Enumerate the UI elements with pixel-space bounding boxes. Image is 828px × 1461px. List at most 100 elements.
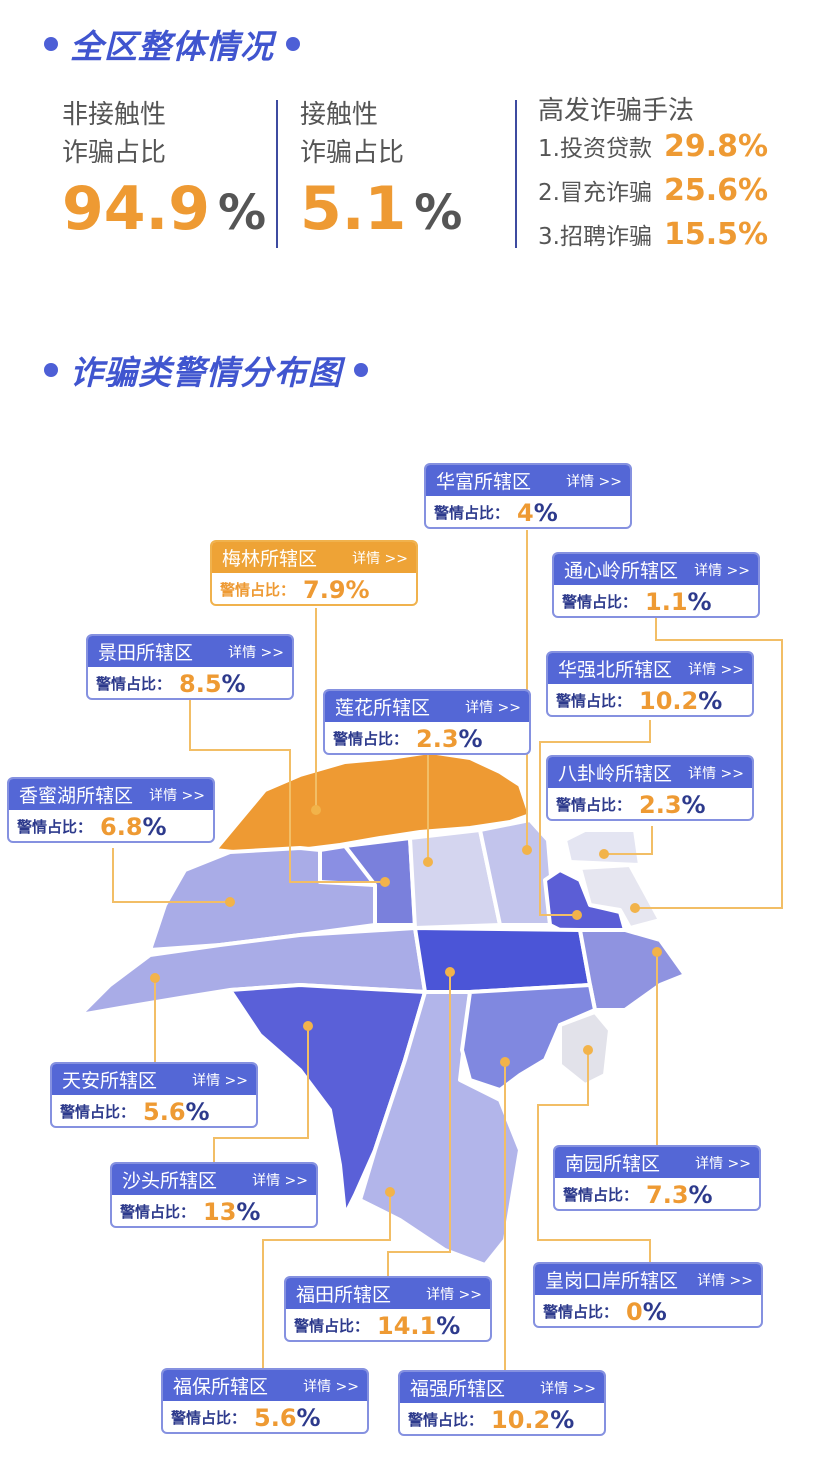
bullet-dot-icon <box>286 37 300 51</box>
detail-link[interactable]: 详情 >> <box>192 1072 248 1089</box>
district-card-huaqiangbei[interactable]: 华强北所辖区 详情 >> 警情占比： 10.2% <box>546 651 754 717</box>
district-card-shatou[interactable]: 沙头所辖区 详情 >> 警情占比： 13% <box>110 1162 318 1228</box>
non-contact-label: 非接触性 <box>62 100 167 130</box>
percent-sign: % <box>221 669 246 698</box>
marker-dot <box>150 973 160 983</box>
district-card-xiangmihu[interactable]: 香蜜湖所辖区 详情 >> 警情占比： 6.8% <box>7 777 215 843</box>
district-card-tianan[interactable]: 天安所辖区 详情 >> 警情占比： 5.6% <box>50 1062 258 1128</box>
non-contact-value: 94.9 <box>62 174 211 244</box>
marker-dot <box>630 903 640 913</box>
district-name: 梅林所辖区 <box>222 548 318 570</box>
district-card-bagualing[interactable]: 八卦岭所辖区 详情 >> 警情占比： 2.3% <box>546 755 754 821</box>
contact-unit: % <box>414 185 463 241</box>
marker-dot <box>385 1187 395 1197</box>
percent-sign: % <box>688 1180 713 1209</box>
detail-link[interactable]: 详情 >> <box>695 1155 751 1172</box>
section-title-map: 诈骗类警情分布图 <box>44 346 368 394</box>
method-value: 29.8% <box>663 129 769 164</box>
rate-label: 警情占比： <box>556 692 632 710</box>
detail-link[interactable]: 详情 >> <box>149 787 205 804</box>
district-name: 香蜜湖所辖区 <box>19 785 134 807</box>
rate-value: 2.3 <box>639 790 682 819</box>
district-name: 天安所辖区 <box>62 1070 158 1092</box>
rate-value: 5.6 <box>143 1097 186 1126</box>
detail-link[interactable]: 详情 >> <box>688 661 744 678</box>
marker-dot <box>583 1045 593 1055</box>
percent-sign: % <box>550 1405 575 1434</box>
non-contact-stat: 非接触性 诈骗占比 94.9% <box>62 96 266 244</box>
district-card-tongxinling[interactable]: 通心岭所辖区 详情 >> 警情占比： 1.1% <box>552 552 760 618</box>
bullet-dot-icon <box>44 37 58 51</box>
district-name: 八卦岭所辖区 <box>558 763 673 785</box>
bullet-dot-icon <box>354 363 368 377</box>
region-fuqiang <box>460 983 597 1092</box>
district-name: 福田所辖区 <box>296 1284 392 1306</box>
rate-label: 警情占比： <box>294 1317 370 1335</box>
district-card-fuqiang[interactable]: 福强所辖区 详情 >> 警情占比： 10.2% <box>398 1370 606 1436</box>
marker-dot <box>599 849 609 859</box>
rate-value: 2.3 <box>416 724 459 753</box>
district-card-meilin[interactable]: 梅林所辖区 详情 >> 警情占比： 7.9% <box>210 540 418 606</box>
district-card-jingtian[interactable]: 景田所辖区 详情 >> 警情占比： 8.5% <box>86 634 294 700</box>
non-contact-unit: % <box>218 185 267 241</box>
detail-link[interactable]: 详情 >> <box>252 1172 308 1189</box>
detail-link[interactable]: 详情 >> <box>540 1380 596 1397</box>
district-name: 通心岭所辖区 <box>564 560 679 582</box>
detail-link[interactable]: 详情 >> <box>352 550 408 567</box>
percent-sign: % <box>687 587 712 616</box>
percent-sign: % <box>698 686 723 715</box>
percent-sign: % <box>345 575 370 604</box>
district-name: 南园所辖区 <box>565 1153 661 1175</box>
divider <box>515 100 517 248</box>
rate-label: 警情占比： <box>434 504 510 522</box>
district-card-fubao[interactable]: 福保所辖区 详情 >> 警情占比： 5.6% <box>161 1368 369 1434</box>
district-name: 福强所辖区 <box>410 1378 506 1400</box>
region-fubao <box>358 990 522 1267</box>
rate-label: 警情占比： <box>333 730 409 748</box>
overall-title: 全区整体情况 <box>70 27 274 66</box>
rate-label: 警情占比： <box>543 1303 619 1321</box>
detail-link[interactable]: 详情 >> <box>688 765 744 782</box>
percent-sign: % <box>681 790 706 819</box>
marker-dot <box>652 947 662 957</box>
rate-value: 6.8 <box>100 812 143 841</box>
percent-sign: % <box>458 724 483 753</box>
rate-value: 13 <box>203 1197 237 1226</box>
percent-sign: % <box>436 1311 461 1340</box>
district-card-nanyuan[interactable]: 南园所辖区 详情 >> 警情占比： 7.3% <box>553 1145 761 1211</box>
rate-label: 警情占比： <box>17 818 93 836</box>
rate-label: 警情占比： <box>60 1103 136 1121</box>
method-name: 3.招聘诈骗 <box>538 224 652 250</box>
district-card-lianhua[interactable]: 莲花所辖区 详情 >> 警情占比： 2.3% <box>323 689 531 755</box>
rate-value: 7.9 <box>303 575 346 604</box>
district-card-huanggang[interactable]: 皇岗口岸所辖区 详情 >> 警情占比： 0% <box>533 1262 763 1328</box>
district-name: 景田所辖区 <box>98 642 194 664</box>
marker-dot <box>423 857 433 867</box>
method-row: 1.投资贷款 29.8% <box>538 129 768 173</box>
district-name: 莲花所辖区 <box>335 697 431 719</box>
marker-dot <box>572 910 582 920</box>
detail-link[interactable]: 详情 >> <box>426 1286 482 1303</box>
detail-link[interactable]: 详情 >> <box>465 699 521 716</box>
contact-value: 5.1 <box>300 174 407 244</box>
marker-dot <box>225 897 235 907</box>
detail-link[interactable]: 详情 >> <box>694 562 750 579</box>
detail-link[interactable]: 详情 >> <box>303 1378 359 1395</box>
rate-label: 警情占比： <box>96 675 172 693</box>
detail-link[interactable]: 详情 >> <box>697 1272 753 1289</box>
district-name: 华强北所辖区 <box>558 659 673 681</box>
detail-link[interactable]: 详情 >> <box>566 473 622 490</box>
rate-value: 5.6 <box>254 1403 297 1432</box>
percent-sign: % <box>142 812 167 841</box>
region-nanyuan <box>578 928 687 1012</box>
marker-dot <box>500 1057 510 1067</box>
rate-value: 14.1 <box>377 1311 437 1340</box>
district-card-futian[interactable]: 福田所辖区 详情 >> 警情占比： 14.1% <box>284 1276 492 1342</box>
district-name: 沙头所辖区 <box>122 1170 218 1192</box>
method-value: 15.5% <box>663 217 769 252</box>
rate-label: 警情占比： <box>220 581 296 599</box>
rate-label: 警情占比： <box>171 1409 247 1427</box>
district-card-huafu[interactable]: 华富所辖区 详情 >> 警情占比： 4% <box>424 463 632 529</box>
detail-link[interactable]: 详情 >> <box>228 644 284 661</box>
